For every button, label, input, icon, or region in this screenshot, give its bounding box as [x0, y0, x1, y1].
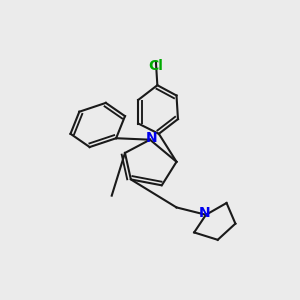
Text: N: N — [199, 206, 210, 220]
Text: Cl: Cl — [148, 59, 163, 73]
Text: N: N — [146, 131, 157, 145]
